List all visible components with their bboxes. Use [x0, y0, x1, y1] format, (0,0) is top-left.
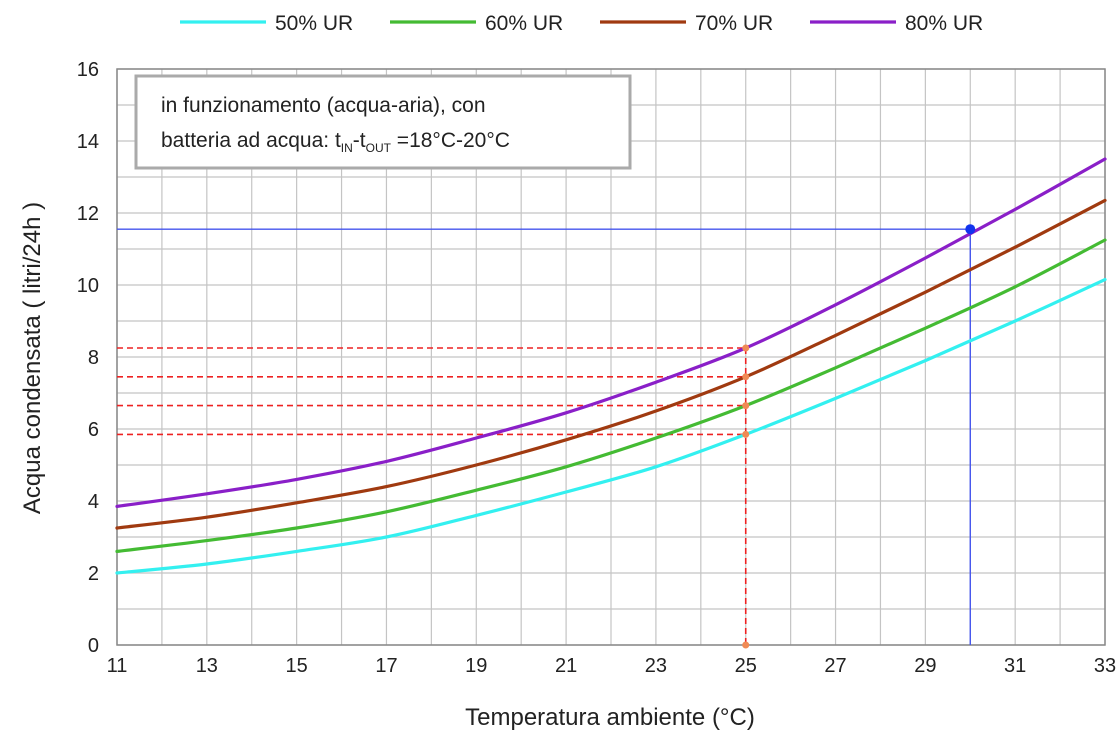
- x-tick-label: 19: [465, 655, 487, 677]
- y-tick-label: 4: [88, 491, 99, 513]
- legend: 50% UR 60% UR 70% UR 80% UR: [180, 12, 983, 35]
- y-tick-label: 0: [88, 635, 99, 657]
- reference-lines: [117, 228, 971, 645]
- reference-markers: [742, 224, 976, 649]
- ref-point-blue: [965, 224, 976, 235]
- x-axis-title: Temperatura ambiente (°C): [465, 704, 755, 731]
- legend-label-4: 80% UR: [905, 12, 983, 35]
- legend-label-3: 70% UR: [695, 12, 773, 35]
- x-tick-label: 25: [735, 655, 757, 677]
- tick-labels: 11 13 15 17 19 21 23 25 27 29 31 33 0 2 4 6 8 10 12 14 16: [77, 59, 1116, 677]
- legend-label-2: 60% UR: [485, 12, 563, 35]
- ref-point-red: [742, 402, 750, 410]
- annotation-sub-out: OUT: [366, 141, 392, 155]
- y-axis-title: Acqua condensata ( litri/24h ): [19, 202, 46, 514]
- annotation-box: in funzionamento (acqua-aria), con batte…: [134, 74, 632, 170]
- x-tick-label: 17: [375, 655, 397, 677]
- x-tick-label: 33: [1094, 655, 1116, 677]
- ref-point-red: [742, 430, 750, 438]
- x-tick-label: 29: [914, 655, 936, 677]
- series-lines: [115, 157, 1107, 575]
- annotation-sub-in: IN: [341, 141, 353, 155]
- x-tick-label: 27: [824, 655, 846, 677]
- annotation-frame: [134, 74, 632, 170]
- ref-point-red: [742, 373, 750, 381]
- y-tick-label: 8: [88, 347, 99, 369]
- annotation-dash: -t: [353, 129, 366, 152]
- series-line-2: [115, 238, 1107, 553]
- y-tick-label: 10: [77, 275, 99, 297]
- y-tick-label: 14: [77, 131, 99, 153]
- legend-label-1: 50% UR: [275, 12, 353, 35]
- y-tick-label: 12: [77, 203, 99, 225]
- x-tick-label: 13: [196, 655, 218, 677]
- ref-point-red-base: [742, 641, 750, 649]
- annotation-line-2-prefix: batteria ad acqua: t: [161, 129, 341, 152]
- annotation-line-1: in funzionamento (acqua-aria), con: [161, 94, 486, 117]
- x-tick-label: 15: [286, 655, 308, 677]
- series-line-1: [115, 278, 1107, 575]
- x-tick-label: 31: [1004, 655, 1026, 677]
- x-tick-label: 21: [555, 655, 577, 677]
- y-tick-label: 16: [77, 59, 99, 81]
- y-tick-label: 6: [88, 419, 99, 441]
- plot-frame: [116, 68, 1106, 646]
- series-line-4: [115, 157, 1107, 508]
- y-tick-label: 2: [88, 563, 99, 585]
- ref-point-red: [742, 344, 750, 352]
- series-line-3: [115, 198, 1107, 530]
- annotation-line-2-suffix: =18°C-20°C: [391, 129, 510, 152]
- x-tick-label: 11: [107, 655, 128, 677]
- x-tick-label: 23: [645, 655, 667, 677]
- annotation-line-2: batteria ad acqua: tIN-tOUT =18°C-20°C: [161, 129, 510, 155]
